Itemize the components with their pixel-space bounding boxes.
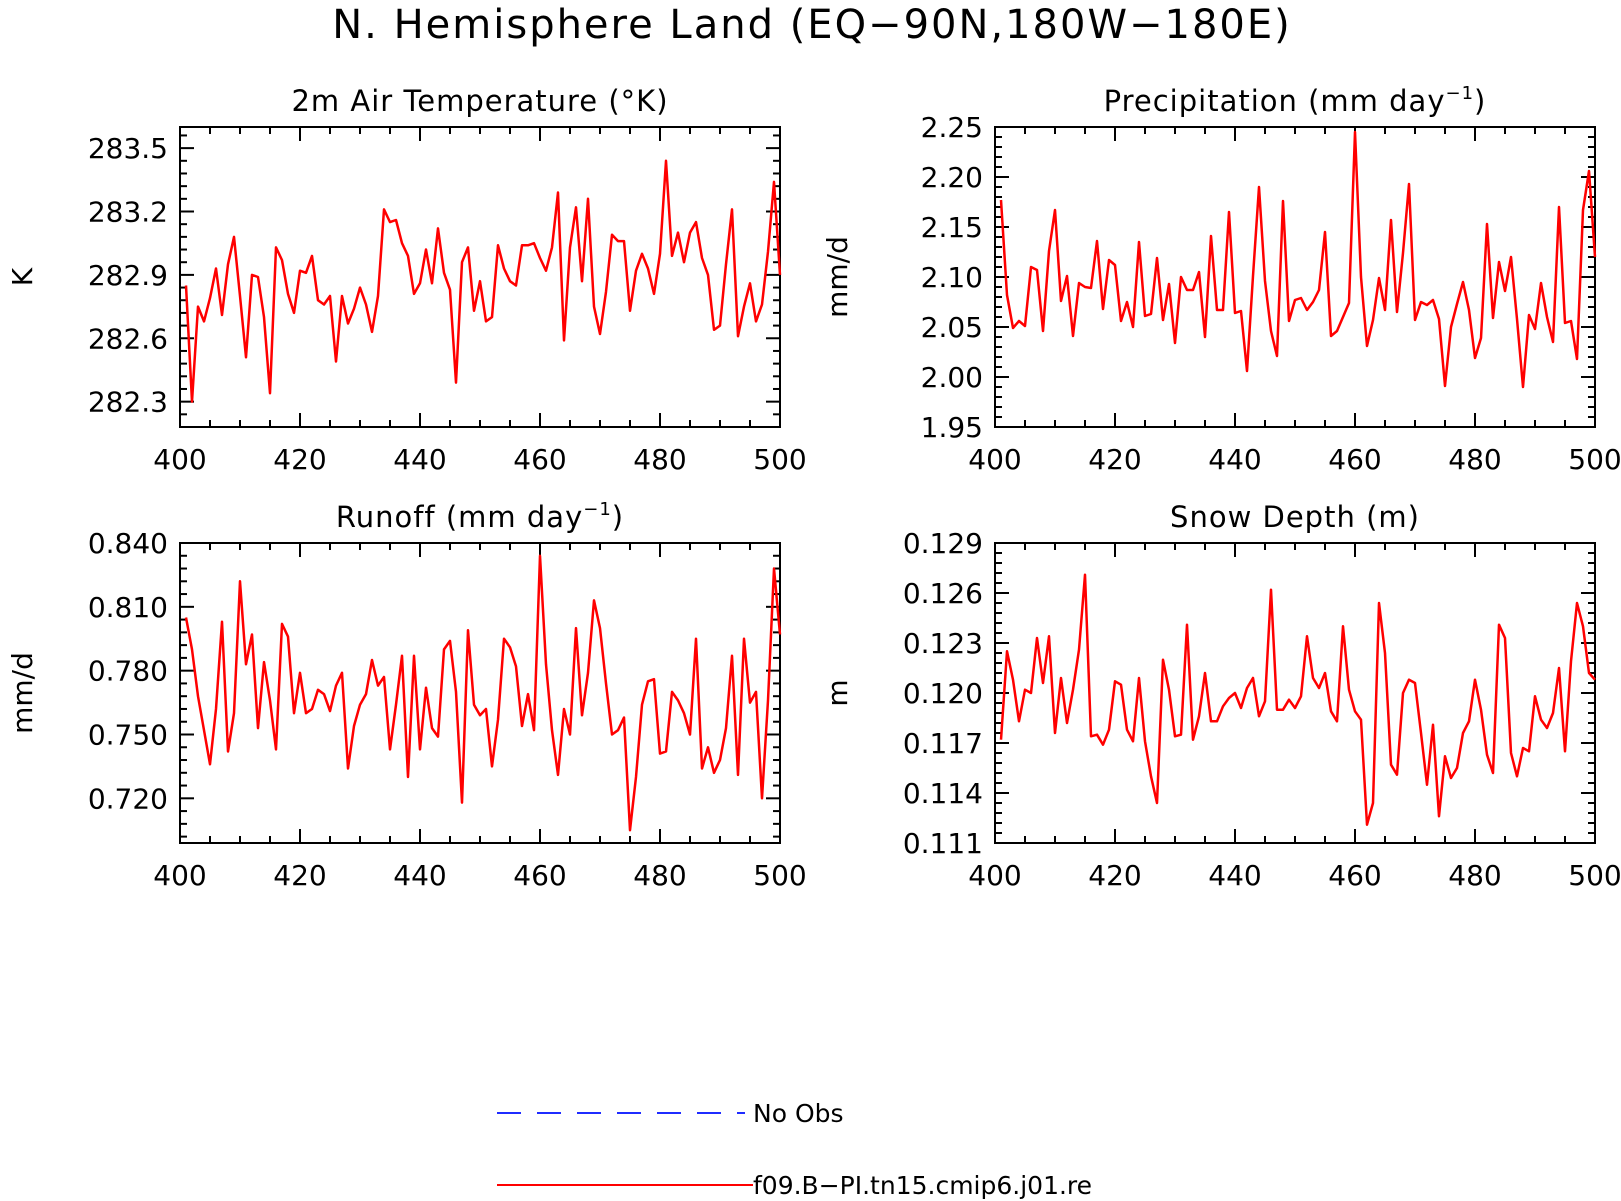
panel-title: 2m Air Temperature (°K) [291,84,668,118]
y-tick-label: 2.00 [921,361,983,394]
y-tick-label: 0.123 [903,627,983,660]
x-tick-label: 400 [153,859,206,892]
x-tick-label: 400 [968,443,1021,476]
y-tick-label: 0.120 [903,677,983,710]
figure-title: N. Hemisphere Land (EQ−90N,180W−180E) [332,2,1292,48]
chart-panel-4: Snow Depth (m) m 400 420 440 460 480 500 0.111 0.… [821,500,1621,892]
y-tick-label: 0.117 [903,727,983,760]
legend-label-no-obs: No Obs [753,1099,844,1128]
y-tick-label: 282.3 [88,386,168,419]
x-tick-label: 440 [1208,859,1261,892]
series-line [999,130,1597,389]
y-tick-label: 0.126 [903,577,983,610]
y-tick-label: 283.2 [88,196,168,229]
panel-title-superscript: −1 [583,499,612,520]
series-line [184,159,782,403]
series-line [999,573,1596,826]
y-tick-label: 283.5 [88,132,168,165]
y-tick-label: 1.95 [921,411,983,444]
legend-label-model-run: f09.B−PI.tn15.cmip6.j01.re [753,1171,1092,1200]
y-tick-label: 2.10 [921,261,983,294]
y-tick-label: 0.840 [88,527,168,560]
y-axis-label: K [6,267,39,286]
panel-title-text: 2m Air Temperature (°K) [291,84,668,118]
panel-title: Snow Depth (m) [1170,500,1420,534]
x-tick-label: 480 [633,443,686,476]
y-tick-label: 282.9 [88,259,168,292]
x-tick-label: 500 [1568,859,1621,892]
chart-panel-3: Runoff (mm day−1) mm/d 400 420 440 460 480 500 0… [6,499,807,892]
y-axis-label: mm/d [6,652,39,734]
x-tick-label: 500 [753,443,806,476]
x-tick-label: 460 [513,859,566,892]
series-line [184,554,782,832]
x-tick-label: 400 [153,443,206,476]
x-tick-label: 460 [513,443,566,476]
x-tick-label: 480 [1448,859,1501,892]
x-tick-label: 460 [1328,443,1381,476]
y-tick-label: 2.05 [921,311,983,344]
y-tick-label: 2.15 [921,211,983,244]
panel-title: Precipitation (mm day−1) [1104,83,1487,118]
y-tick-label: 0.129 [903,527,983,560]
y-axis-label: m [821,679,854,706]
x-tick-label: 420 [1088,859,1141,892]
x-tick-label: 420 [273,859,326,892]
panel-title-tail: ) [1474,84,1486,118]
x-tick-label: 460 [1328,859,1381,892]
y-tick-label: 2.20 [921,161,983,194]
y-tick-label: 0.810 [88,591,168,624]
x-tick-label: 420 [1088,443,1141,476]
x-tick-label: 480 [1448,443,1501,476]
y-axis-label: mm/d [821,236,854,318]
y-tick-label: 0.111 [903,827,983,860]
panel-title-text: Runoff (mm day [336,500,583,534]
y-tick-label: 0.750 [88,718,168,751]
y-tick-label: 0.720 [88,782,168,815]
x-tick-label: 480 [633,859,686,892]
x-tick-label: 420 [273,443,326,476]
chart-panel-2: Precipitation (mm day−1) mm/d 400 420 440 460… [821,83,1621,476]
x-tick-label: 440 [1208,443,1261,476]
panel-title-text: Precipitation (mm day [1104,84,1446,118]
x-tick-label: 440 [393,859,446,892]
y-tick-label: 2.25 [921,111,983,144]
x-tick-label: 400 [968,859,1021,892]
y-tick-label: 0.114 [903,777,983,810]
y-tick-label: 0.780 [88,655,168,688]
x-tick-label: 440 [393,443,446,476]
panel-title-text: Snow Depth (m) [1170,500,1420,534]
x-tick-label: 500 [1568,443,1621,476]
panel-title-tail: ) [612,500,624,534]
panels: 2m Air Temperature (°K) K 400 420 440 460 480 5… [6,83,1621,892]
chart-panel-1: 2m Air Temperature (°K) K 400 420 440 460 480 5… [6,84,807,476]
panel-title: Runoff (mm day−1) [336,499,624,534]
plot-frame [994,126,1596,428]
x-tick-label: 500 [753,859,806,892]
panel-title-superscript: −1 [1445,83,1474,104]
legend: No Obs f09.B−PI.tn15.cmip6.j01.re [497,1099,1092,1200]
y-tick-label: 282.6 [88,322,168,355]
